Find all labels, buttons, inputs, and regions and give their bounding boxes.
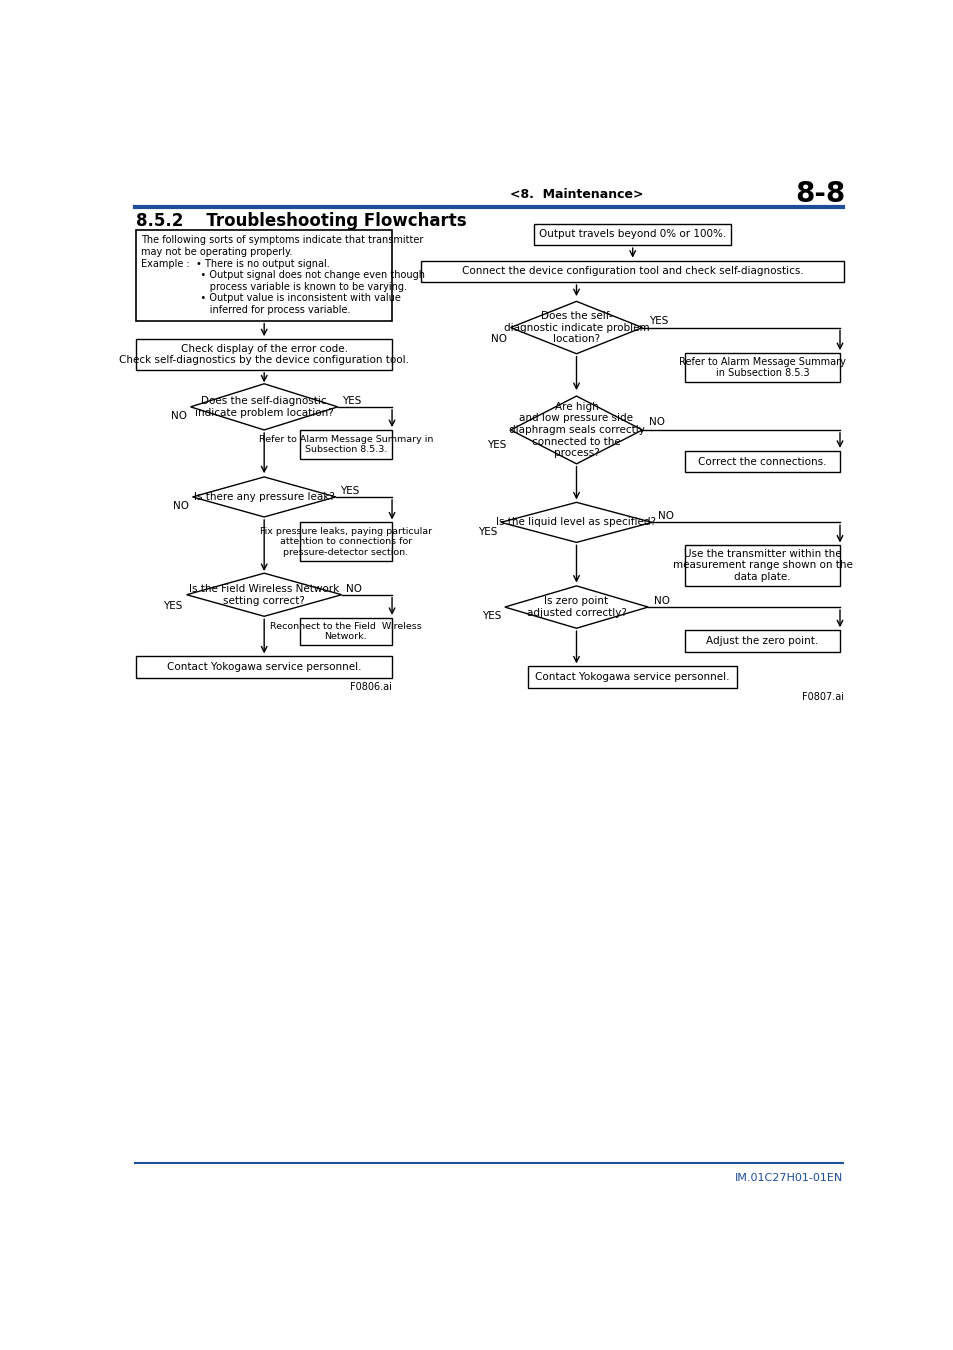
FancyBboxPatch shape — [136, 656, 392, 678]
Text: <8.  Maintenance>: <8. Maintenance> — [509, 188, 642, 201]
Text: YES: YES — [341, 396, 360, 406]
Text: Use the transmitter within the
measurement range shown on the
data plate.: Use the transmitter within the measureme… — [672, 549, 852, 582]
Text: 8.5.2    Troubleshooting Flowcharts: 8.5.2 Troubleshooting Flowcharts — [136, 212, 466, 230]
Text: F0806.ai: F0806.ai — [350, 682, 392, 693]
Text: NO: NO — [490, 333, 506, 344]
Text: Are high
and low pressure side
diaphragm seals correctly
connected to the
proces: Are high and low pressure side diaphragm… — [508, 402, 644, 458]
FancyBboxPatch shape — [136, 230, 392, 320]
FancyBboxPatch shape — [684, 352, 840, 382]
Text: 8-8: 8-8 — [795, 181, 845, 208]
Text: Output travels beyond 0% or 100%.: Output travels beyond 0% or 100%. — [538, 230, 725, 239]
Text: YES: YES — [339, 486, 358, 495]
FancyBboxPatch shape — [528, 667, 737, 688]
Text: NO: NO — [171, 412, 187, 421]
Text: YES: YES — [163, 601, 183, 610]
Polygon shape — [510, 301, 641, 354]
FancyBboxPatch shape — [684, 630, 840, 652]
Polygon shape — [187, 574, 341, 617]
Text: Is the liquid level as specified?: Is the liquid level as specified? — [496, 517, 656, 528]
Polygon shape — [193, 477, 335, 517]
Text: Adjust the zero point.: Adjust the zero point. — [705, 636, 818, 645]
FancyBboxPatch shape — [684, 451, 840, 472]
Text: Check display of the error code.
Check self-diagnostics by the device configurat: Check display of the error code. Check s… — [119, 344, 409, 366]
Polygon shape — [510, 396, 641, 464]
Text: Refer to Alarm Message Summary in
Subsection 8.5.3.: Refer to Alarm Message Summary in Subsec… — [258, 435, 433, 455]
Text: Is there any pressure leak?: Is there any pressure leak? — [193, 491, 335, 502]
Polygon shape — [500, 502, 652, 543]
Text: The following sorts of symptoms indicate that transmitter
may not be operating p: The following sorts of symptoms indicate… — [141, 235, 424, 315]
Text: F0807.ai: F0807.ai — [801, 693, 843, 702]
Text: Does the self-diagnostic
indicate problem location?: Does the self-diagnostic indicate proble… — [194, 396, 334, 417]
FancyBboxPatch shape — [299, 429, 392, 459]
Text: YES: YES — [648, 316, 667, 327]
Text: NO: NO — [345, 583, 361, 594]
Text: YES: YES — [487, 440, 506, 451]
Text: Contact Yokogawa service personnel.: Contact Yokogawa service personnel. — [167, 662, 361, 672]
Text: Correct the connections.: Correct the connections. — [698, 456, 826, 467]
Text: Does the self-
diagnostic indicate problem
location?: Does the self- diagnostic indicate probl… — [503, 310, 649, 344]
Polygon shape — [504, 586, 647, 628]
Text: Connect the device configuration tool and check self-diagnostics.: Connect the device configuration tool an… — [461, 266, 802, 277]
Text: NO: NO — [658, 512, 674, 521]
Text: Contact Yokogawa service personnel.: Contact Yokogawa service personnel. — [535, 672, 729, 682]
Text: Refer to Alarm Message Summary
in Subsection 8.5.3: Refer to Alarm Message Summary in Subsec… — [679, 356, 845, 378]
FancyBboxPatch shape — [684, 545, 840, 586]
Text: Is zero point
adjusted correctly?: Is zero point adjusted correctly? — [526, 597, 626, 618]
Text: NO: NO — [172, 501, 189, 512]
FancyBboxPatch shape — [421, 261, 843, 282]
Text: IM.01C27H01-01EN: IM.01C27H01-01EN — [734, 1173, 842, 1184]
Text: YES: YES — [481, 612, 500, 621]
Polygon shape — [191, 383, 337, 429]
FancyBboxPatch shape — [299, 618, 392, 645]
Text: YES: YES — [477, 526, 497, 536]
Text: NO: NO — [654, 595, 670, 606]
Text: Fix pressure leaks, paying particular
attention to connections for
pressure-dete: Fix pressure leaks, paying particular at… — [259, 526, 432, 556]
Text: NO: NO — [648, 417, 664, 427]
FancyBboxPatch shape — [299, 522, 392, 560]
FancyBboxPatch shape — [534, 224, 731, 246]
Text: Is the Field Wireless Network
setting correct?: Is the Field Wireless Network setting co… — [189, 585, 339, 606]
Text: Reconnect to the Field  Wireless
Network.: Reconnect to the Field Wireless Network. — [270, 621, 421, 641]
FancyBboxPatch shape — [136, 339, 392, 370]
